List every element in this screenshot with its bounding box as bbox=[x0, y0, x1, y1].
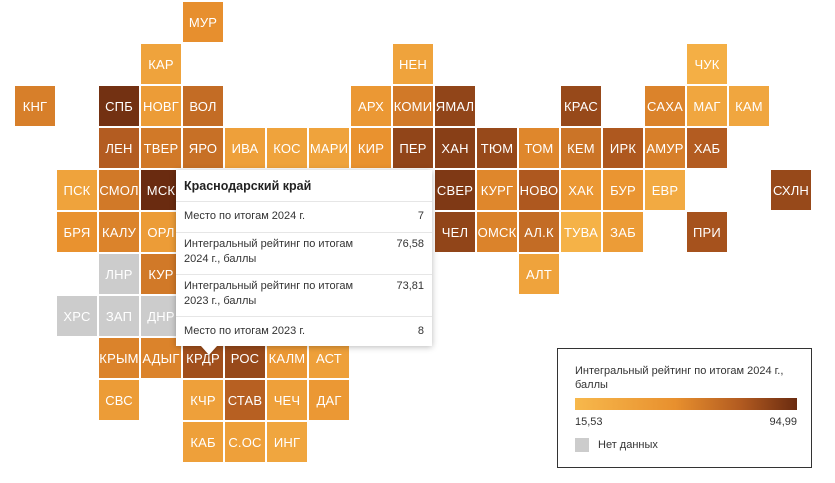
tooltip-title: Краснодарский край bbox=[184, 179, 312, 193]
tooltip-row-rank-2024: Место по итогам 2024 г. 7 bbox=[176, 201, 432, 242]
region-tile[interactable]: ХРС bbox=[57, 296, 97, 336]
tooltip-value: 7 bbox=[417, 210, 424, 222]
region-tile[interactable]: ИНГ bbox=[267, 422, 307, 462]
region-tile[interactable]: КРАС bbox=[561, 86, 601, 126]
region-tile[interactable]: ВОЛ bbox=[183, 86, 223, 126]
tooltip-label: Место по итогам 2024 г. bbox=[184, 210, 306, 222]
region-tooltip: Краснодарский край Место по итогам 2024 … bbox=[176, 170, 432, 346]
region-tile[interactable]: НЕН bbox=[393, 44, 433, 84]
tooltip-row-rank-2023: Место по итогам 2023 г. 8 bbox=[176, 316, 432, 347]
region-tile[interactable]: ИРК bbox=[603, 128, 643, 168]
region-tile[interactable]: КАР bbox=[141, 44, 181, 84]
region-tile[interactable]: НОВО bbox=[519, 170, 559, 210]
region-tile[interactable]: ПСК bbox=[57, 170, 97, 210]
region-tile[interactable]: КАБ bbox=[183, 422, 223, 462]
tooltip-value: 8 bbox=[417, 325, 424, 337]
region-tile[interactable]: ПЕР bbox=[393, 128, 433, 168]
region-tile[interactable]: МСК bbox=[141, 170, 181, 210]
region-tile[interactable]: ЛЕН bbox=[99, 128, 139, 168]
region-tile[interactable]: ЕВР bbox=[645, 170, 685, 210]
region-tile[interactable]: АРХ bbox=[351, 86, 391, 126]
region-tile[interactable]: ЯРО bbox=[183, 128, 223, 168]
legend-title: Интегральный рейтинг по итогам 2024 г., … bbox=[575, 365, 784, 391]
tooltip-label: Место по итогам 2023 г. bbox=[184, 325, 306, 337]
no-data-label: Нет данных bbox=[598, 439, 658, 451]
region-tile[interactable]: АЛТ bbox=[519, 254, 559, 294]
region-tile[interactable]: ТВЕР bbox=[141, 128, 181, 168]
region-tile[interactable]: КАЛУ bbox=[99, 212, 139, 252]
region-tile[interactable]: ИВА bbox=[225, 128, 265, 168]
region-tile[interactable]: ХАН bbox=[435, 128, 475, 168]
region-tile[interactable]: ДНР bbox=[141, 296, 181, 336]
region-tile[interactable]: ОМСК bbox=[477, 212, 517, 252]
region-tile[interactable]: ЧЕЧ bbox=[267, 380, 307, 420]
region-tile[interactable]: АДЫГ bbox=[141, 338, 181, 378]
tooltip-value: 76,58 bbox=[396, 238, 424, 250]
region-tile[interactable]: ОРЛ bbox=[141, 212, 181, 252]
region-tile[interactable]: СХЛН bbox=[771, 170, 811, 210]
region-tile[interactable]: СВС bbox=[99, 380, 139, 420]
region-tile[interactable]: ЧЕЛ bbox=[435, 212, 475, 252]
region-tile[interactable]: МУР bbox=[183, 2, 223, 42]
region-tile[interactable]: ТУВА bbox=[561, 212, 601, 252]
region-tile[interactable]: САХА bbox=[645, 86, 685, 126]
legend-gradient-bar bbox=[575, 398, 797, 410]
region-tile[interactable]: ЗАП bbox=[99, 296, 139, 336]
region-tile[interactable]: АМУР bbox=[645, 128, 685, 168]
region-tile[interactable]: ДАГ bbox=[309, 380, 349, 420]
region-tile[interactable]: ТОМ bbox=[519, 128, 559, 168]
region-tile[interactable]: ХАК bbox=[561, 170, 601, 210]
region-tile[interactable]: АЛ.К bbox=[519, 212, 559, 252]
tooltip-pointer bbox=[201, 346, 217, 355]
region-tile[interactable]: МАГ bbox=[687, 86, 727, 126]
region-tile[interactable]: КУР bbox=[141, 254, 181, 294]
region-tile[interactable]: СТАВ bbox=[225, 380, 265, 420]
region-tile[interactable]: НОВГ bbox=[141, 86, 181, 126]
region-tile[interactable]: СВЕР bbox=[435, 170, 475, 210]
color-legend: Интегральный рейтинг по итогам 2024 г., … bbox=[557, 348, 812, 468]
tooltip-label: Интегральный рейтинг по итогам 2023 г., … bbox=[184, 280, 354, 307]
region-tile[interactable]: КИР bbox=[351, 128, 391, 168]
region-tile[interactable]: ХАБ bbox=[687, 128, 727, 168]
region-tile[interactable]: СМОЛ bbox=[99, 170, 139, 210]
tooltip-label: Интегральный рейтинг по итогам 2024 г., … bbox=[184, 238, 354, 265]
region-tile[interactable]: ЗАБ bbox=[603, 212, 643, 252]
region-tile[interactable]: ЧУК bbox=[687, 44, 727, 84]
region-tile[interactable]: КРЫМ bbox=[99, 338, 139, 378]
region-tile[interactable]: КУРГ bbox=[477, 170, 517, 210]
region-tile[interactable]: МАРИ bbox=[309, 128, 349, 168]
region-tile[interactable]: КНГ bbox=[15, 86, 55, 126]
region-tile[interactable]: КОМИ bbox=[393, 86, 433, 126]
tooltip-row-rating-2023: Интегральный рейтинг по итогам 2023 г., … bbox=[176, 274, 432, 317]
legend-min-label: 15,53 bbox=[575, 416, 603, 428]
region-tile[interactable]: БУР bbox=[603, 170, 643, 210]
region-tile[interactable]: СПБ bbox=[99, 86, 139, 126]
region-tile[interactable]: КЧР bbox=[183, 380, 223, 420]
region-tile[interactable]: С.ОС bbox=[225, 422, 265, 462]
region-tile[interactable]: ЛНР bbox=[99, 254, 139, 294]
region-tile[interactable]: ЯМАЛ bbox=[435, 86, 475, 126]
region-tile[interactable]: КАМ bbox=[729, 86, 769, 126]
region-tile[interactable]: БРЯ bbox=[57, 212, 97, 252]
region-tile[interactable]: ТЮМ bbox=[477, 128, 517, 168]
region-tile[interactable]: ПРИ bbox=[687, 212, 727, 252]
region-tile[interactable]: КЕМ bbox=[561, 128, 601, 168]
tooltip-row-rating-2024: Интегральный рейтинг по итогам 2024 г., … bbox=[176, 232, 432, 275]
legend-max-label: 94,99 bbox=[769, 416, 797, 428]
no-data-swatch bbox=[575, 438, 589, 452]
region-tile[interactable]: КОС bbox=[267, 128, 307, 168]
tooltip-value: 73,81 bbox=[396, 280, 424, 292]
